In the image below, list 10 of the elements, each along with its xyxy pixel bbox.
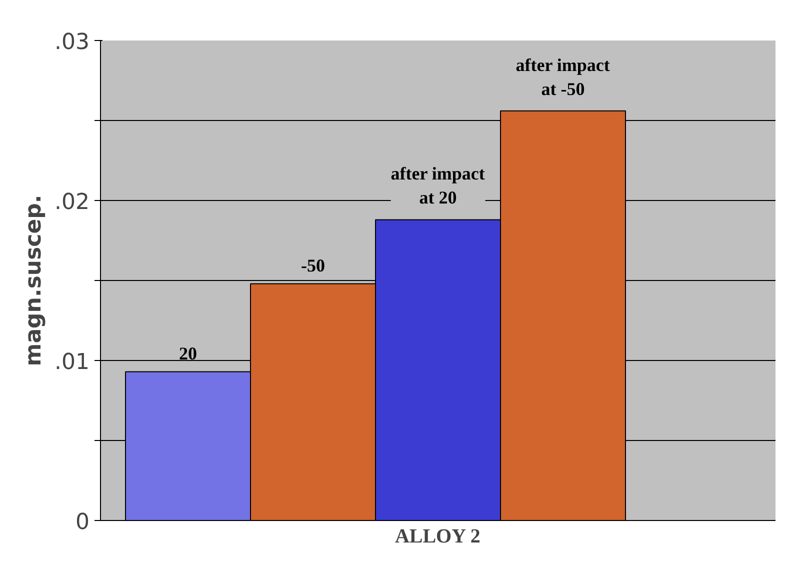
y-tick-label: 0 [76,510,90,535]
y-tick-label: .03 [54,30,90,55]
x-axis-title: ALLOY 2 [394,526,480,548]
series-label: -50 [301,256,326,276]
series-label: after impact at -50 [516,54,610,99]
series-label: 20 [179,344,197,364]
y-tick-label: .01 [54,350,90,375]
y-tick-label: .02 [54,190,90,215]
y-axis-title: magn.suscep. [22,194,47,366]
series-label: after impact at 20 [390,164,485,208]
